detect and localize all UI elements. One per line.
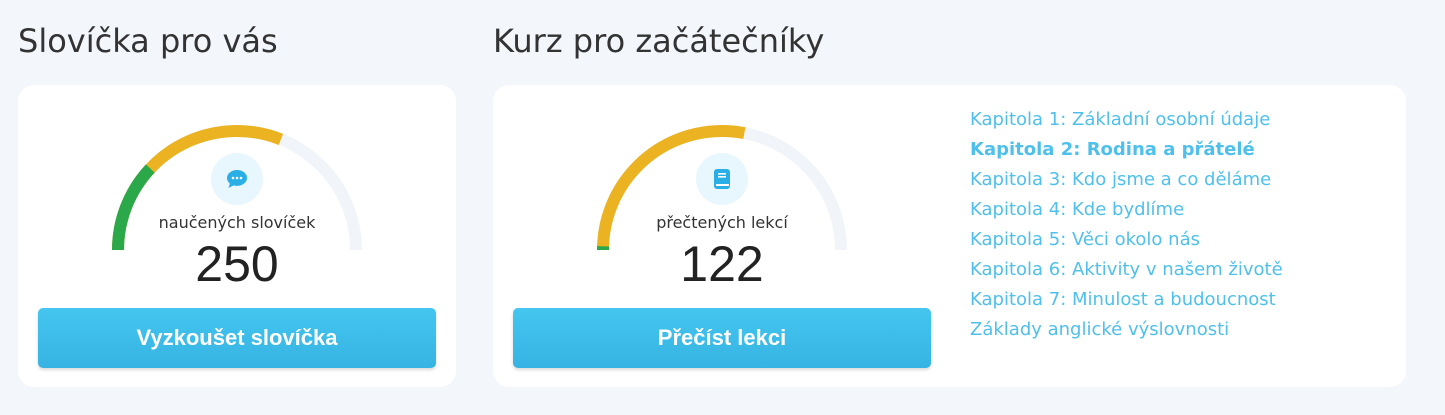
words-card: naučených slovíček 250 Vyzkoušet slovíčk…: [18, 85, 456, 387]
read-lesson-button[interactable]: Přečíst lekci: [513, 308, 931, 368]
course-card: přečtených lekcí 122 Přečíst lekci: [493, 85, 1406, 387]
book-icon: [696, 153, 748, 205]
chapter-link[interactable]: Kapitola 5: Věci okolo nás: [970, 229, 1200, 250]
words-heading: Slovíčka pro vás: [18, 22, 278, 60]
chapter-list: Kapitola 1: Základní osobní údaje Kapitol…: [970, 105, 1283, 345]
chapter-link[interactable]: Kapitola 6: Aktivity v našem životě: [970, 259, 1283, 280]
lessons-count: 122: [680, 236, 764, 292]
words-count: 250: [195, 236, 279, 292]
chat-bubble-icon: [211, 153, 263, 205]
words-count-label: naučených slovíček: [158, 213, 316, 232]
chapter-link[interactable]: Kapitola 1: Základní osobní údaje: [970, 109, 1271, 130]
words-progress-gauge: [112, 125, 362, 251]
chapter-link[interactable]: Kapitola 4: Kde bydlíme: [970, 199, 1185, 220]
gauge-yellow-segment: [597, 125, 847, 251]
chapter-link[interactable]: Kapitola 3: Kdo jsme a co děláme: [970, 169, 1272, 190]
chapter-link[interactable]: Kapitola 7: Minulost a budoucnost: [970, 289, 1276, 310]
course-heading: Kurz pro začátečníky: [493, 22, 825, 60]
lessons-count-label: přečtených lekcí: [656, 213, 788, 232]
gauge-green-segment: [112, 125, 362, 251]
chapter-link[interactable]: Kapitola 2: Rodina a přátelé: [970, 139, 1255, 160]
course-progress-gauge: [597, 125, 847, 251]
chapter-link[interactable]: Základy anglické výslovnosti: [970, 319, 1230, 340]
test-words-button[interactable]: Vyzkoušet slovíčka: [38, 308, 436, 368]
